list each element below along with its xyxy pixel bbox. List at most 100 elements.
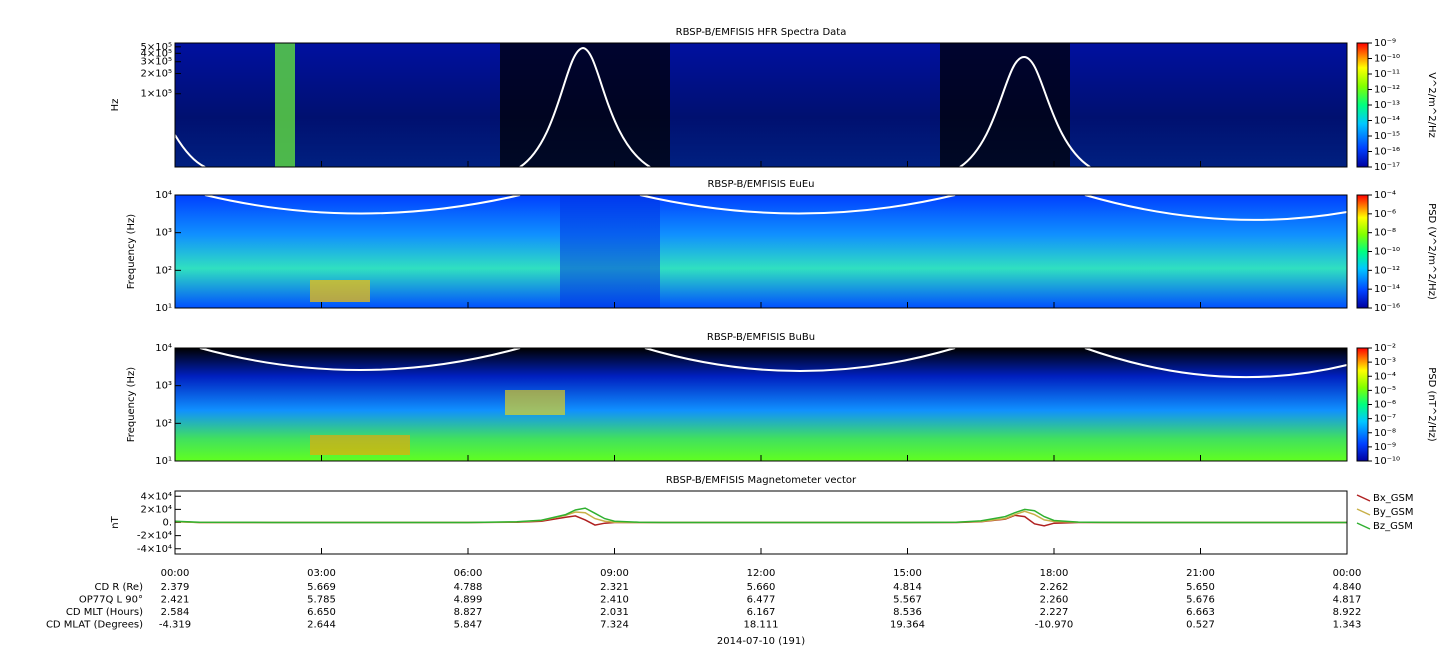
ephemeris-value: 0.527 (1186, 620, 1215, 631)
ephemeris-value: 2.260 (1040, 595, 1069, 606)
y-tick-label: 3×10⁵ (141, 57, 172, 68)
colorbar (1356, 42, 1369, 168)
ephemeris-value: 4.899 (454, 595, 483, 606)
y-tick-label: 10³ (155, 228, 172, 239)
ephemeris-value: 8.536 (893, 607, 922, 618)
x-tick-label: 18:00 (1040, 568, 1069, 579)
ephemeris-label: CD R (Re) (95, 582, 144, 593)
y-tick-label: 10² (155, 418, 172, 429)
panel-title: RBSP-B/EMFISIS BuBu (707, 332, 815, 343)
ephemeris-value: 6.477 (747, 595, 776, 606)
ephemeris-label: CD MLT (Hours) (66, 607, 143, 618)
colorbar (1356, 194, 1369, 309)
ephemeris-value: 2.379 (161, 582, 190, 593)
colorbar-tick-label: 10⁻⁴ (1374, 371, 1396, 382)
ephemeris-value: 5.567 (893, 595, 922, 606)
y-tick-label: 1×10⁵ (141, 89, 172, 100)
colorbar-tick-label: 10⁻⁶ (1374, 209, 1396, 220)
y-tick-label: 10⁴ (155, 190, 172, 201)
plot-frame (174, 42, 1348, 168)
ephemeris-value: 2.584 (161, 607, 190, 618)
y-axis-label: Frequency (Hz) (126, 367, 137, 443)
plot-frame (174, 490, 1348, 555)
ephemeris-value: 4.840 (1333, 582, 1362, 593)
ephemeris-value: 4.817 (1333, 595, 1362, 606)
x-tick-label: 21:00 (1186, 568, 1215, 579)
ephemeris-value: 2.421 (161, 595, 190, 606)
ephemeris-value: 5.847 (454, 620, 483, 631)
colorbar-label: PSD (nT^2/Hz) (1426, 367, 1437, 441)
plot-frame (174, 194, 1348, 309)
y-axis-label: nT (110, 515, 121, 528)
colorbar-tick-label: 10⁻¹⁴ (1374, 284, 1400, 295)
y-tick-label: 2×10⁴ (141, 504, 172, 515)
y-tick-label: 0. (162, 518, 172, 529)
y-tick-label: -4×10⁴ (137, 544, 172, 555)
colorbar-tick-label: 10⁻⁹ (1374, 442, 1396, 453)
colorbar-tick-label: 10⁻¹⁰ (1374, 54, 1400, 65)
colorbar-tick-label: 10⁻² (1374, 343, 1396, 354)
ephemeris-value: 5.669 (307, 582, 336, 593)
colorbar (1356, 347, 1369, 462)
legend-label: By_GSM (1373, 507, 1414, 518)
y-tick-label: 4×10⁵ (141, 48, 172, 59)
ephemeris-value: 4.814 (893, 582, 922, 593)
ephemeris-value: -4.319 (159, 620, 191, 631)
x-tick-label: 12:00 (747, 568, 776, 579)
ephemeris-label: CD MLAT (Degrees) (46, 620, 143, 631)
colorbar-tick-label: 10⁻¹³ (1374, 100, 1400, 111)
ephemeris-label: OP77Q L 90° (79, 595, 143, 606)
y-tick-label: -2×10⁴ (137, 531, 172, 542)
colorbar-tick-label: 10⁻¹² (1374, 85, 1400, 96)
colorbar-tick-label: 10⁻⁸ (1374, 228, 1396, 239)
ephemeris-value: 2.410 (600, 595, 629, 606)
colorbar-tick-label: 10⁻¹⁷ (1374, 162, 1400, 173)
ephemeris-value: 8.922 (1333, 607, 1362, 618)
data-line (174, 510, 1347, 524)
colorbar-tick-label: 10⁻¹⁴ (1374, 116, 1400, 127)
colorbar-tick-label: 10⁻⁹ (1374, 38, 1396, 49)
ephemeris-value: 5.676 (1186, 595, 1215, 606)
y-tick-label: 10¹ (155, 303, 172, 314)
data-line (174, 507, 1347, 524)
x-axis-label: 2014-07-10 (191) (717, 636, 805, 647)
ephemeris-value: 2.031 (600, 607, 629, 618)
ephemeris-value: 19.364 (890, 620, 925, 631)
ephemeris-value: 5.660 (747, 582, 776, 593)
colorbar-tick-label: 10⁻⁶ (1374, 400, 1396, 411)
ephemeris-value: 1.343 (1333, 620, 1362, 631)
ephemeris-value: 5.785 (307, 595, 336, 606)
ephemeris-value: 6.650 (307, 607, 336, 618)
panel-title: RBSP-B/EMFISIS Magnetometer vector (666, 475, 857, 486)
ephemeris-value: 8.827 (454, 607, 483, 618)
y-tick-label: 10³ (155, 381, 172, 392)
colorbar-tick-label: 10⁻³ (1374, 357, 1396, 368)
legend-swatch (1356, 508, 1371, 516)
colorbar-tick-label: 10⁻⁴ (1374, 190, 1396, 201)
panel-title: RBSP-B/EMFISIS HFR Spectra Data (676, 27, 847, 38)
x-tick-label: 00:00 (161, 568, 190, 579)
y-tick-label: 10¹ (155, 456, 172, 467)
ephemeris-value: 4.788 (454, 582, 483, 593)
legend-label: Bx_GSM (1373, 493, 1414, 504)
y-tick-label: 10⁴ (155, 343, 172, 354)
ephemeris-value: 5.650 (1186, 582, 1215, 593)
colorbar-tick-label: 10⁻¹⁰ (1374, 247, 1400, 258)
legend-swatch (1356, 494, 1371, 502)
ephemeris-value: 2.321 (600, 582, 629, 593)
colorbar-tick-label: 10⁻¹⁶ (1374, 303, 1400, 314)
plot-frame (174, 347, 1348, 462)
legend-label: Bz_GSM (1373, 521, 1413, 532)
ephemeris-value: 2.227 (1040, 607, 1069, 618)
panel-title: RBSP-B/EMFISIS EuEu (707, 179, 814, 190)
colorbar-label: V^2/m^2/Hz (1426, 72, 1437, 138)
colorbar-tick-label: 10⁻⁷ (1374, 414, 1396, 425)
y-tick-label: 10² (155, 265, 172, 276)
colorbar-tick-label: 10⁻⁸ (1374, 428, 1396, 439)
data-line (174, 514, 1347, 527)
x-tick-label: 03:00 (307, 568, 336, 579)
colorbar-tick-label: 10⁻⁵ (1374, 385, 1396, 396)
legend-swatch (1356, 522, 1371, 530)
x-tick-label: 00:00 (1333, 568, 1362, 579)
